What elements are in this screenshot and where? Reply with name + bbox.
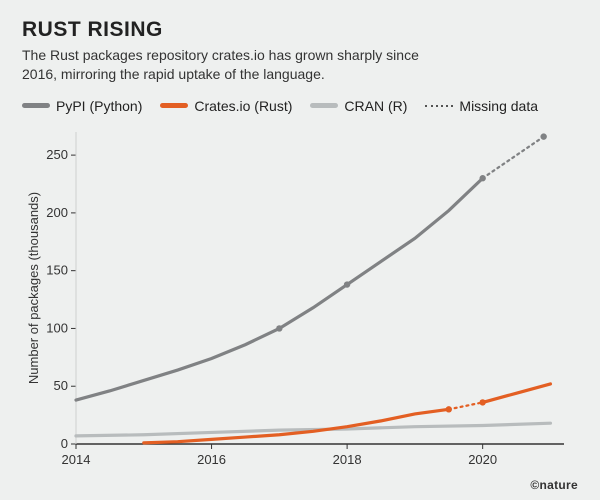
chart-subtitle: The Rust packages repository crates.io h… <box>22 46 442 84</box>
y-tick-label: 100 <box>46 320 68 335</box>
series-crates-2 <box>483 384 551 402</box>
y-tick-label: 200 <box>46 205 68 220</box>
x-tick-label: 2020 <box>468 452 497 467</box>
y-tick-label: 150 <box>46 262 68 277</box>
legend-swatch-dotted <box>425 103 453 108</box>
legend-label: PyPI (Python) <box>56 98 142 114</box>
x-tick-label: 2016 <box>197 452 226 467</box>
legend-item: CRAN (R) <box>310 98 407 114</box>
marker-pypi <box>276 325 282 331</box>
line-chart-svg: 0 50 100 150 200 250 2014 2016 2018 2020 Number of… <box>22 124 578 474</box>
legend-item: PyPI (Python) <box>22 98 142 114</box>
marker-pypi <box>540 133 546 139</box>
y-tick-label: 250 <box>46 147 68 162</box>
marker-pypi <box>479 175 485 181</box>
attribution: ©nature <box>530 478 578 492</box>
chart-area: 0 50 100 150 200 250 2014 2016 2018 2020 Number of… <box>22 124 578 488</box>
series-crates-missing <box>449 402 483 409</box>
legend-item: Crates.io (Rust) <box>160 98 292 114</box>
legend-swatch <box>22 103 50 108</box>
x-tick-label: 2018 <box>333 452 362 467</box>
legend-item: Missing data <box>425 98 538 114</box>
y-tick-label: 50 <box>54 378 68 393</box>
legend-label: Crates.io (Rust) <box>194 98 292 114</box>
chart-title: RUST RISING <box>22 18 578 42</box>
marker-crates <box>479 399 485 405</box>
marker-pypi <box>344 281 350 287</box>
series-pypi-missing <box>483 136 544 178</box>
x-tick-label: 2014 <box>62 452 91 467</box>
series-pypi <box>76 178 483 400</box>
legend: PyPI (Python) Crates.io (Rust) CRAN (R) Mis… <box>22 98 578 114</box>
marker-crates <box>446 406 452 412</box>
y-tick-label: 0 <box>61 436 68 451</box>
legend-label: CRAN (R) <box>344 98 407 114</box>
series-cran <box>76 423 550 436</box>
y-axis-label: Number of packages (thousands) <box>26 192 41 384</box>
legend-swatch <box>310 103 338 108</box>
legend-label: Missing data <box>459 98 538 114</box>
legend-swatch <box>160 103 188 108</box>
